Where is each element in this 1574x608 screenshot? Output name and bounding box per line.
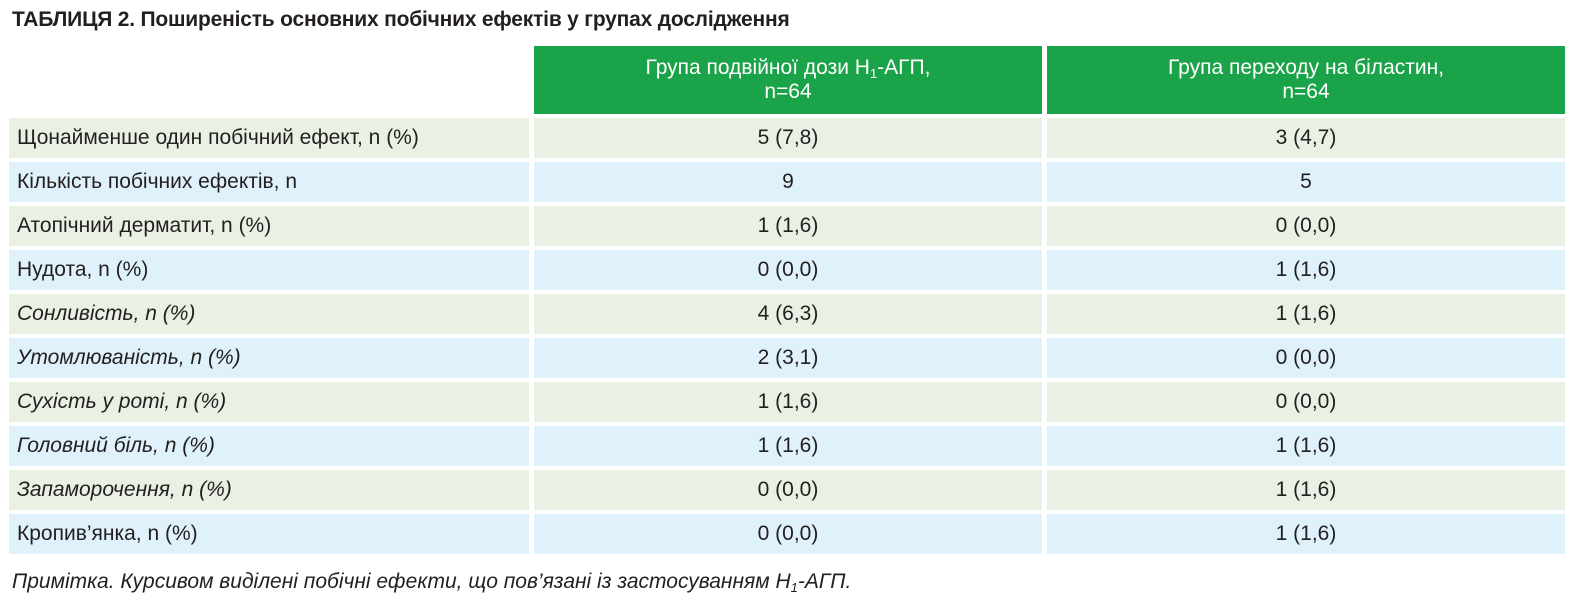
table-row: Сухість у роті, n (%) 1 (1,6) 0 (0,0) [9, 382, 1565, 422]
bilastine-value: 1 (1,6) [1047, 514, 1565, 554]
header-subscript: 1 [869, 66, 878, 81]
note-text: Примітка. Курсивом виділені побічні ефек… [12, 570, 791, 593]
bilastine-value: 5 [1047, 162, 1565, 202]
header-row: Група подвійної дози Н1-АГП, n=64 Група п… [9, 46, 1565, 114]
table-title: ТАБЛИЦЯ 2. Поширеність основних побічних… [12, 8, 790, 31]
double-dose-value: 1 (1,6) [534, 206, 1042, 246]
note-text: -АГП. [797, 570, 852, 593]
row-label: Кількість побічних ефектів, n [9, 162, 529, 202]
header-double-dose-group: Група подвійної дози Н1-АГП, n=64 [534, 46, 1042, 114]
row-label: Кропив’янка, n (%) [9, 514, 529, 554]
table-row: Кропив’янка, n (%) 0 (0,0) 1 (1,6) [9, 514, 1565, 554]
row-label: Утомлюваність, n (%) [9, 338, 529, 378]
table-row: Сонливість, n (%) 4 (6,3) 1 (1,6) [9, 294, 1565, 334]
bilastine-value: 1 (1,6) [1047, 426, 1565, 466]
header-n: n=64 [764, 80, 812, 103]
note-subscript: 1 [790, 580, 798, 595]
header-n: n=64 [1282, 80, 1330, 103]
side-effects-table: Група подвійної дози Н1-АГП, n=64 Група п… [4, 42, 1570, 558]
double-dose-value: 0 (0,0) [534, 250, 1042, 290]
bilastine-value: 3 (4,7) [1047, 118, 1565, 158]
bilastine-value: 0 (0,0) [1047, 206, 1565, 246]
table-row: Кількість побічних ефектів, n 9 5 [9, 162, 1565, 202]
row-label: Щонайменше один побічний ефект, n (%) [9, 118, 529, 158]
bilastine-value: 0 (0,0) [1047, 338, 1565, 378]
bilastine-value: 1 (1,6) [1047, 470, 1565, 510]
header-bilastine-group: Група переходу на біластин, n=64 [1047, 46, 1565, 114]
header-blank [9, 46, 529, 114]
table-row: Щонайменше один побічний ефект, n (%) 5 … [9, 118, 1565, 158]
double-dose-value: 1 (1,6) [534, 382, 1042, 422]
double-dose-value: 0 (0,0) [534, 514, 1042, 554]
row-label: Нудота, n (%) [9, 250, 529, 290]
double-dose-value: 0 (0,0) [534, 470, 1042, 510]
row-label: Сухість у роті, n (%) [9, 382, 529, 422]
row-label: Головний біль, n (%) [9, 426, 529, 466]
table-row: Головний біль, n (%) 1 (1,6) 1 (1,6) [9, 426, 1565, 466]
header-text: Група переходу на біластин, [1167, 56, 1445, 79]
table-row: Запаморочення, n (%) 0 (0,0) 1 (1,6) [9, 470, 1565, 510]
header-text: Група подвійної дози Н [645, 56, 870, 79]
double-dose-value: 9 [534, 162, 1042, 202]
header-text: -АГП, [877, 56, 931, 79]
double-dose-value: 5 (7,8) [534, 118, 1042, 158]
row-label: Запаморочення, n (%) [9, 470, 529, 510]
double-dose-value: 1 (1,6) [534, 426, 1042, 466]
double-dose-value: 4 (6,3) [534, 294, 1042, 334]
table-row: Нудота, n (%) 0 (0,0) 1 (1,6) [9, 250, 1565, 290]
row-label: Сонливість, n (%) [9, 294, 529, 334]
bilastine-value: 1 (1,6) [1047, 250, 1565, 290]
double-dose-value: 2 (3,1) [534, 338, 1042, 378]
table-note: Примітка. Курсивом виділені побічні ефек… [12, 570, 851, 594]
bilastine-value: 0 (0,0) [1047, 382, 1565, 422]
row-label: Атопічний дерматит, n (%) [9, 206, 529, 246]
table-row: Атопічний дерматит, n (%) 1 (1,6) 0 (0,0… [9, 206, 1565, 246]
table-row: Утомлюваність, n (%) 2 (3,1) 0 (0,0) [9, 338, 1565, 378]
bilastine-value: 1 (1,6) [1047, 294, 1565, 334]
